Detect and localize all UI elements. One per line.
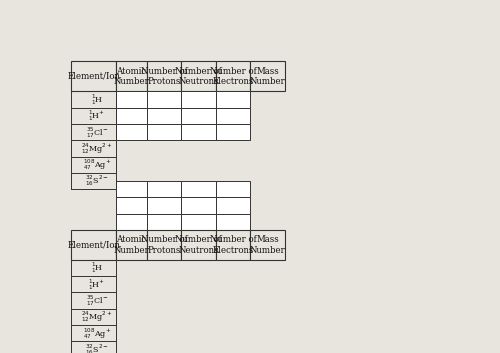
Bar <box>216 181 250 197</box>
Text: Mass
Number: Mass Number <box>250 67 286 86</box>
Text: Number of
Neutrons: Number of Neutrons <box>176 235 222 255</box>
Bar <box>182 124 216 140</box>
Text: Mass
Number: Mass Number <box>250 235 286 255</box>
Bar <box>182 61 216 91</box>
Text: $^{24}_{12}$Mg$^{2+}$: $^{24}_{12}$Mg$^{2+}$ <box>81 310 112 324</box>
Text: Element/Ion: Element/Ion <box>68 72 120 81</box>
Bar <box>116 230 146 260</box>
Text: $^{108}_{47}$Ag$^{+}$: $^{108}_{47}$Ag$^{+}$ <box>82 326 111 341</box>
Bar <box>146 124 182 140</box>
Text: $^{1}_{1}$H$^{+}$: $^{1}_{1}$H$^{+}$ <box>88 277 106 292</box>
Bar <box>182 230 216 260</box>
Bar <box>146 214 182 230</box>
Text: $^{1}_{1}$H$^{+}$: $^{1}_{1}$H$^{+}$ <box>88 108 106 123</box>
Text: Number of
Protons: Number of Protons <box>140 235 188 255</box>
Bar <box>116 214 146 230</box>
Bar <box>250 61 284 91</box>
Text: Number of
Electrons: Number of Electrons <box>210 235 256 255</box>
Bar <box>146 108 182 124</box>
Text: $^{1}_{1}$H: $^{1}_{1}$H <box>90 261 103 275</box>
Bar <box>116 108 146 124</box>
Text: Atomic
Number: Atomic Number <box>114 235 150 255</box>
Bar <box>182 197 216 214</box>
Bar <box>116 124 146 140</box>
Text: Atomic
Number: Atomic Number <box>114 67 150 86</box>
Bar <box>216 230 250 260</box>
Bar <box>216 91 250 108</box>
Bar <box>182 181 216 197</box>
Bar <box>216 214 250 230</box>
Bar <box>182 91 216 108</box>
Bar <box>182 108 216 124</box>
Bar <box>182 214 216 230</box>
Text: Number of
Electrons: Number of Electrons <box>210 67 256 86</box>
Bar <box>71 61 117 91</box>
Bar <box>250 230 284 260</box>
Text: Number of
Neutrons: Number of Neutrons <box>176 67 222 86</box>
Text: $^{32}_{16}$S$^{2-}$: $^{32}_{16}$S$^{2-}$ <box>85 342 108 353</box>
Bar <box>116 181 146 197</box>
Text: $^{32}_{16}$S$^{2-}$: $^{32}_{16}$S$^{2-}$ <box>85 174 108 189</box>
Bar <box>146 230 182 260</box>
Bar <box>116 197 146 214</box>
Text: Element/Ion: Element/Ion <box>68 240 120 249</box>
Bar <box>146 197 182 214</box>
Bar <box>216 124 250 140</box>
Text: $^{1}_{1}$H: $^{1}_{1}$H <box>90 92 103 107</box>
Bar <box>216 108 250 124</box>
Bar <box>146 61 182 91</box>
Bar <box>146 181 182 197</box>
Bar <box>116 61 146 91</box>
Text: $^{35}_{17}$Cl$^{-}$: $^{35}_{17}$Cl$^{-}$ <box>86 293 108 308</box>
Bar <box>116 91 146 108</box>
Bar <box>146 91 182 108</box>
Bar <box>71 230 117 260</box>
Bar <box>216 61 250 91</box>
Text: $^{24}_{12}$Mg$^{2+}$: $^{24}_{12}$Mg$^{2+}$ <box>81 141 112 156</box>
Text: Number of
Protons: Number of Protons <box>140 67 188 86</box>
Text: $^{108}_{47}$Ag$^{+}$: $^{108}_{47}$Ag$^{+}$ <box>82 157 111 172</box>
Text: $^{35}_{17}$Cl$^{-}$: $^{35}_{17}$Cl$^{-}$ <box>86 125 108 139</box>
Bar <box>216 197 250 214</box>
